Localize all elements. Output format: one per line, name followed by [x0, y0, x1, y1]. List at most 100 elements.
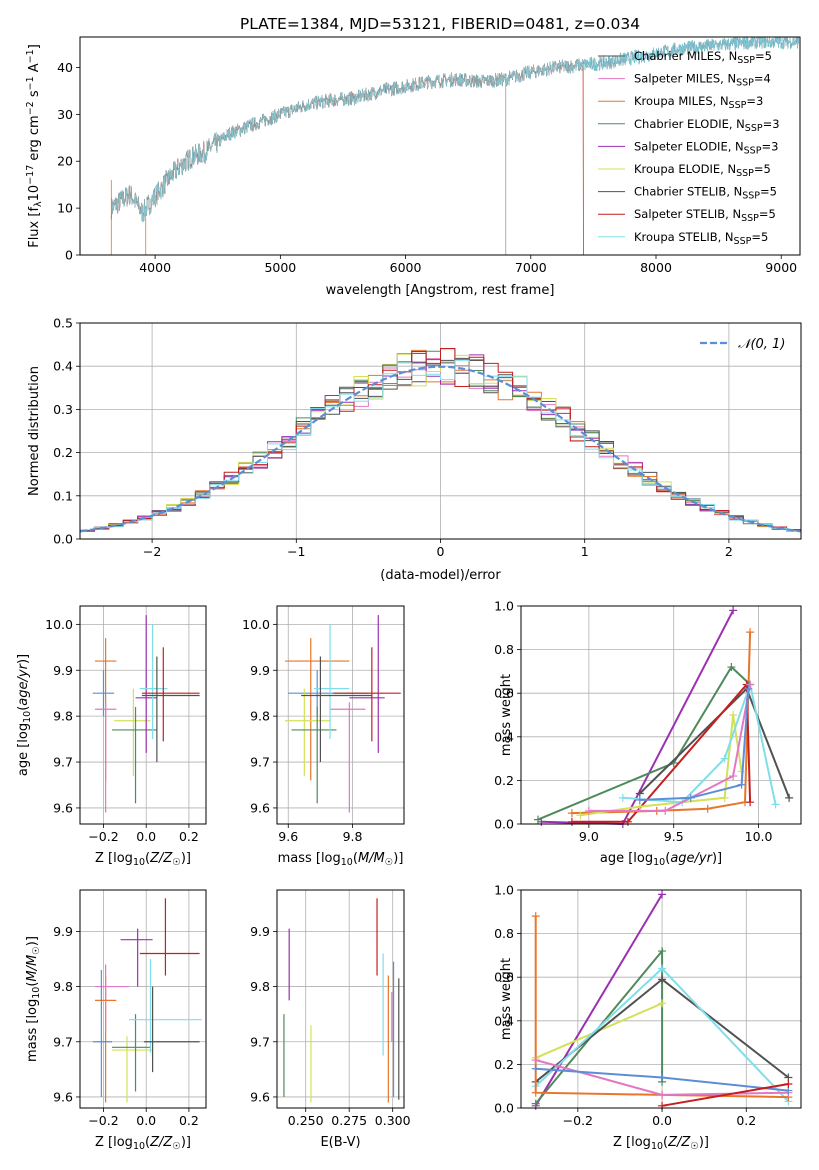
- spectrum-x-label: wavelength [Angstrom, rest frame]: [326, 283, 555, 298]
- z-weight-xtick-label: −0.2: [563, 1113, 593, 1128]
- z-mass-ytick-label: 9.6: [53, 1089, 73, 1104]
- z-weight-point-marker: [531, 1099, 540, 1108]
- z-age-xtick-label: 0.0: [136, 829, 156, 844]
- age-weight-point-marker: [661, 806, 670, 815]
- legend-entry: Kroupa ELODIE, NSSP=5: [634, 162, 771, 179]
- mass-age-ytick-label: 9.7: [250, 755, 270, 770]
- age-weight-ytick-label: 0.8: [494, 642, 514, 657]
- z-mass-ytick-label: 9.9: [53, 924, 73, 939]
- spectrum-xtick-label: 8000: [640, 260, 672, 275]
- residual-xtick-label: −2: [143, 544, 161, 559]
- z-weight-xtick-label: 0.2: [736, 1113, 756, 1128]
- z-mass-xtick-label: 0.2: [179, 1113, 199, 1128]
- age-weight-series-line: [571, 681, 752, 823]
- observed-spectrum: [111, 37, 799, 223]
- z-weight-point-marker: [658, 964, 667, 973]
- age-weight-frame: [520, 605, 802, 825]
- ebv-mass-x-label: E(B-V): [320, 1135, 360, 1150]
- z-weight-series-line: [661, 1083, 789, 1107]
- model-fit-line: [110, 37, 800, 223]
- residual-xtick-label: 2: [725, 544, 733, 559]
- spectrum-ytick-label: 40: [57, 60, 73, 75]
- age-weight-ytick-label: 0.2: [494, 773, 514, 788]
- spectrum-ytick-label: 0: [65, 248, 73, 263]
- z-weight-ytick-label: 0.4: [494, 1013, 514, 1028]
- residual-xtick-label: 0: [437, 544, 445, 559]
- spectrum-xtick-label: 4000: [139, 260, 171, 275]
- z-age-xtick-label: 0.2: [179, 829, 199, 844]
- legend-entry: Chabrier MILES, NSSP=5: [634, 49, 772, 66]
- z-weight-ytick-label: 0.6: [494, 970, 514, 985]
- z-age-frame: [79, 605, 207, 825]
- z-weight-x-label: Z [log10(Z/Z☉)]: [613, 1135, 709, 1152]
- z-mass-x-label: Z [log10(Z/Z☉)]: [95, 1135, 191, 1152]
- mass-age-x-label: mass [log10(M/M☉)]: [278, 851, 404, 868]
- ebv-mass-xtick-label: 0.300: [375, 1113, 411, 1128]
- spectrum-ytick-label: 30: [57, 107, 73, 122]
- residual-xtick-label: −1: [287, 544, 305, 559]
- z-weight-ytick-label: 0.0: [494, 1101, 514, 1116]
- residual-y-label: Normed distribution: [27, 366, 42, 496]
- z-mass-xtick-label: 0.0: [136, 1113, 156, 1128]
- legend-entry: Chabrier STELIB, NSSP=5: [634, 185, 777, 202]
- spectrum-ytick-label: 20: [57, 154, 73, 169]
- z-weight-series-line: [534, 916, 789, 1099]
- age-weight-point-marker: [686, 793, 695, 802]
- age-weight-point-marker: [727, 663, 736, 672]
- age-weight-y-label: mass weight: [499, 674, 514, 756]
- age-weight-point-marker: [618, 793, 627, 802]
- spectrum-y-label: Flux [fλ10−17 erg cm−2 s−1 A−1]: [25, 44, 44, 248]
- z-weight-y-label: mass weight: [499, 958, 514, 1040]
- z-weight-point-marker: [658, 947, 667, 956]
- z-weight-point-marker: [531, 1088, 540, 1097]
- z-weight-point-marker: [658, 999, 667, 1008]
- z-weight-point-marker: [658, 1090, 667, 1099]
- mass-age-xtick-label: 9.6: [278, 829, 298, 844]
- mass-age-ytick-label: 10.0: [242, 617, 270, 632]
- age-weight-point-marker: [720, 793, 729, 802]
- age-weight-series-line: [588, 684, 752, 812]
- z-weight-point-marker: [531, 1064, 540, 1073]
- age-weight-point-marker: [533, 815, 542, 824]
- legend-entry: Salpeter STELIB, NSSP=5: [634, 207, 776, 224]
- age-weight-xtick-label: 10.0: [745, 829, 773, 844]
- residual-ytick-label: 0.4: [53, 359, 73, 374]
- age-weight-xtick-label: 9.0: [579, 829, 599, 844]
- z-weight-point-marker: [658, 975, 667, 984]
- ebv-mass-xtick-label: 0.275: [331, 1113, 367, 1128]
- age-weight-ytick-label: 0.6: [494, 686, 514, 701]
- residual-ytick-label: 0.3: [53, 402, 73, 417]
- z-weight-ytick-label: 1.0: [494, 883, 514, 898]
- spectrum-xtick-label: 6000: [390, 260, 422, 275]
- ebv-mass-ytick-label: 9.8: [250, 979, 270, 994]
- legend-entry: Salpeter ELODIE, NSSP=3: [634, 139, 778, 156]
- age-weight-point-marker: [635, 796, 644, 805]
- normal-reference-curve: [80, 365, 801, 533]
- mass-age-frame: [276, 605, 405, 825]
- z-mass-y-label: mass [log10(M/M☉)]: [25, 936, 42, 1062]
- residual-ytick-label: 0.0: [53, 532, 73, 547]
- legend-entry: Kroupa MILES, NSSP=3: [634, 94, 763, 111]
- chart-panels: 4000 5000 6000 7000 8000 9000010203040wavelen…: [16, 36, 802, 1152]
- mass-age-xtick-label: 9.8: [343, 829, 363, 844]
- z-mass-ytick-label: 9.8: [53, 979, 73, 994]
- z-weight-point-marker: [531, 1056, 540, 1065]
- spectrum-title: PLATE=1384, MJD=53121, FIBERID=0481, z=0…: [240, 15, 640, 33]
- residual-plot-area: [80, 348, 801, 533]
- spectrum-ytick-label: 10: [57, 201, 73, 216]
- z-weight-point-marker: [784, 1080, 793, 1089]
- z-weight-point-marker: [658, 890, 667, 899]
- age-weight-ytick-label: 0.4: [494, 729, 514, 744]
- z-age-ytick-label: 9.8: [53, 709, 73, 724]
- residual-x-label: (data-model)/error: [380, 568, 501, 583]
- age-weight-point-marker: [785, 793, 794, 802]
- z-mass-xtick-label: −0.2: [88, 1113, 118, 1128]
- age-weight-point-marker: [729, 606, 738, 615]
- z-age-x-label: Z [log10(Z/Z☉)]: [95, 851, 191, 868]
- age-weight-point-marker: [744, 684, 753, 693]
- spectrum-frame: [79, 36, 801, 256]
- z-age-xtick-label: −0.2: [88, 829, 118, 844]
- age-weight-ytick-label: 0.0: [494, 817, 514, 832]
- z-weight-xtick-label: 0.0: [652, 1113, 672, 1128]
- age-weight-point-marker: [576, 811, 585, 820]
